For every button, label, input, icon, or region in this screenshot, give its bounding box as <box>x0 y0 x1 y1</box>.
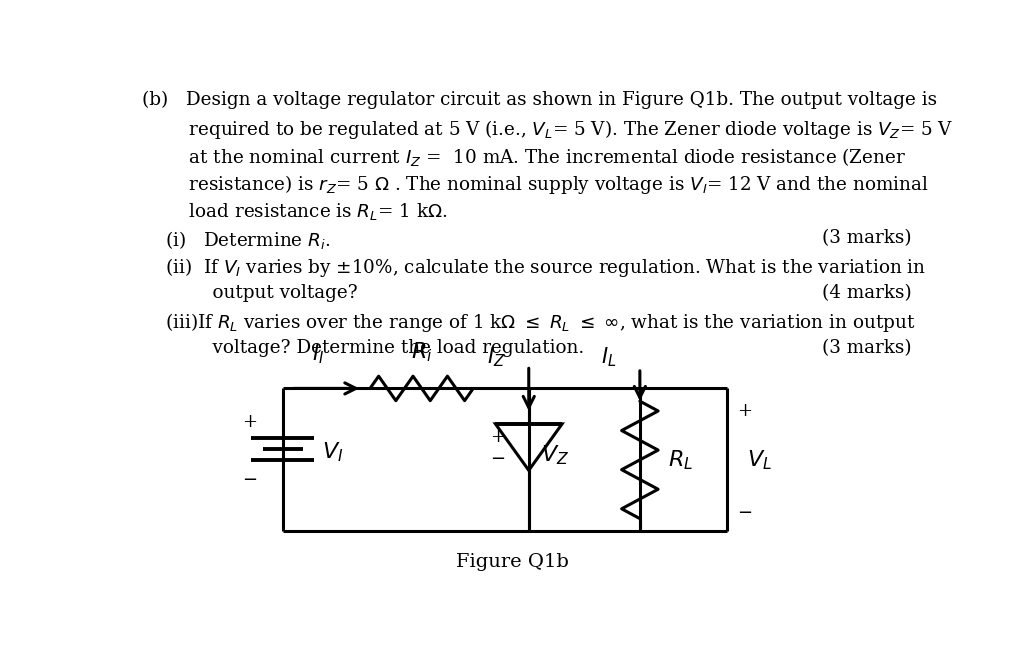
Text: $V_L$: $V_L$ <box>748 448 772 471</box>
Text: $-$: $-$ <box>736 502 752 520</box>
Text: $R_i$: $R_i$ <box>411 340 432 364</box>
Text: (3 marks): (3 marks) <box>822 229 912 247</box>
Text: load resistance is $R_L$= 1 k$\Omega$.: load resistance is $R_L$= 1 k$\Omega$. <box>142 201 447 222</box>
Text: $V_I$: $V_I$ <box>323 440 344 464</box>
Text: required to be regulated at 5 V (i.e., $V_L$= 5 V). The Zener diode voltage is $: required to be regulated at 5 V (i.e., $… <box>142 119 953 141</box>
Text: $I_Z$: $I_Z$ <box>486 345 505 369</box>
Text: resistance) is $r_Z$= 5 $\Omega$ . The nominal supply voltage is $V_I$= 12 V and: resistance) is $r_Z$= 5 $\Omega$ . The n… <box>142 174 929 196</box>
Text: $I_L$: $I_L$ <box>601 345 616 369</box>
Text: $I_I$: $I_I$ <box>312 342 325 366</box>
Text: (4 marks): (4 marks) <box>822 284 912 302</box>
Text: $R_L$: $R_L$ <box>668 448 693 471</box>
Text: $V_Z$: $V_Z$ <box>541 443 568 467</box>
Text: $-$: $-$ <box>489 448 505 466</box>
Text: (3 marks): (3 marks) <box>822 339 912 357</box>
Text: Figure Q1b: Figure Q1b <box>457 553 569 571</box>
Text: +: + <box>736 402 752 420</box>
Text: (iii)If $R_L$ varies over the range of 1 k$\Omega$ $\leq$ $R_L$ $\leq$ $\infty$,: (iii)If $R_L$ varies over the range of 1… <box>142 312 915 334</box>
Text: (ii)  If $V_I$ varies by $\pm$10%, calculate the source regulation. What is the : (ii) If $V_I$ varies by $\pm$10%, calcul… <box>142 256 927 279</box>
Text: (b)   Design a voltage regulator circuit as shown in Figure Q1b. The output volt: (b) Design a voltage regulator circuit a… <box>142 91 937 109</box>
Text: +: + <box>242 412 257 430</box>
Text: +: + <box>489 428 505 446</box>
Text: $-$: $-$ <box>242 469 257 487</box>
Text: voltage? Determine the load regulation.: voltage? Determine the load regulation. <box>142 339 585 357</box>
Text: at the nominal current $I_Z$ =  10 mA. The incremental diode resistance (Zener: at the nominal current $I_Z$ = 10 mA. Th… <box>142 146 906 168</box>
Text: output voltage?: output voltage? <box>142 284 358 302</box>
Text: (i)   Determine $R_i$.: (i) Determine $R_i$. <box>142 229 331 251</box>
